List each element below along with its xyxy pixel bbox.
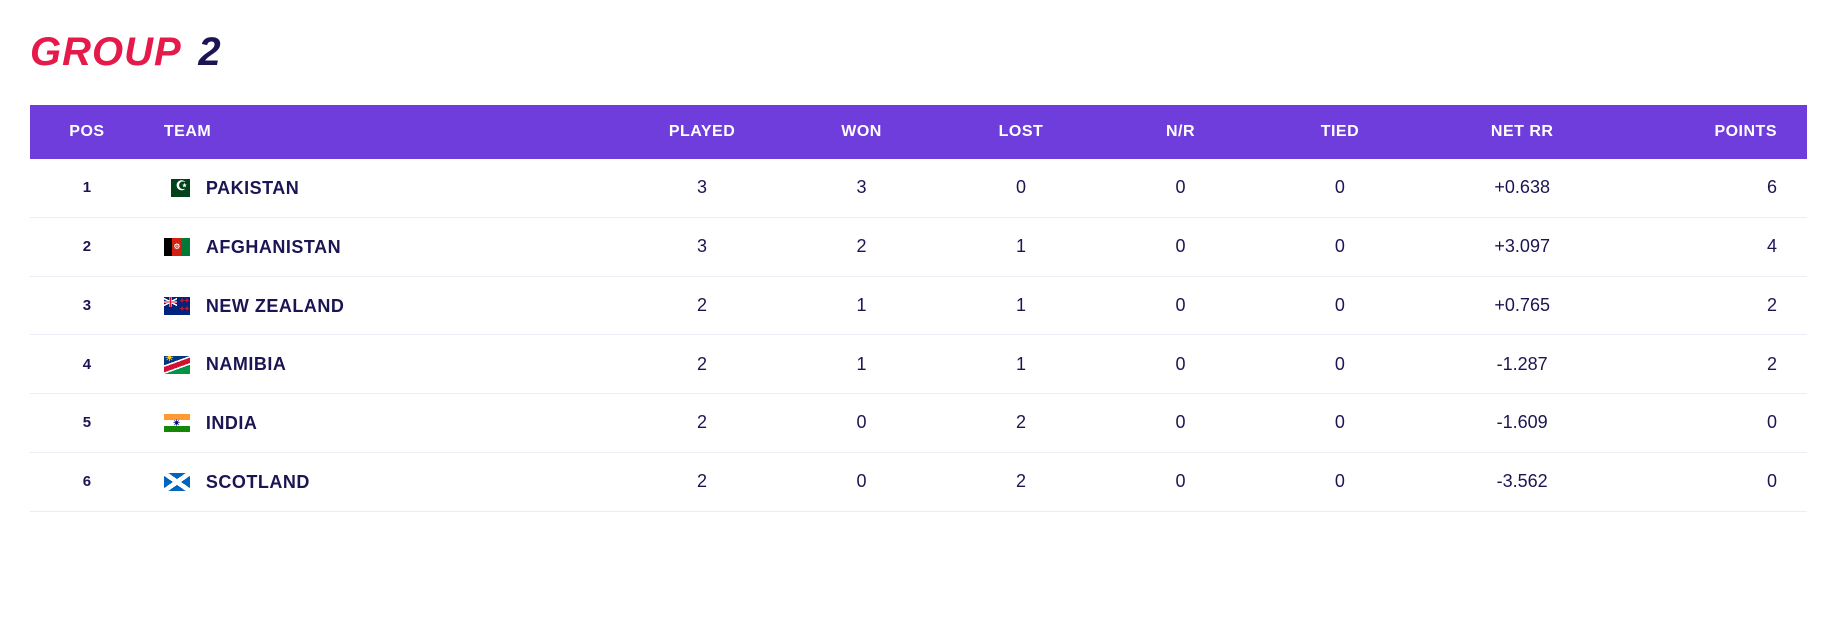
flag-icon [164,356,190,374]
cell-won: 0 [782,452,941,511]
cell-lost: 2 [941,394,1100,453]
table-row: 5INDIA20200-1.6090 [30,394,1807,453]
flag-icon [164,297,190,315]
col-header-lost: LOST [941,105,1100,159]
col-header-tied: TIED [1260,105,1419,159]
cell-tied: 0 [1260,217,1419,276]
col-header-netrr: NET RR [1420,105,1625,159]
flag-icon [164,414,190,432]
cell-won: 3 [782,159,941,217]
table-row: 3NEW ZEALAND21100+0.7652 [30,276,1807,335]
table-row: 1PAKISTAN33000+0.6386 [30,159,1807,217]
col-header-pos: POS [30,105,144,159]
cell-team: AFGHANISTAN [144,217,622,276]
cell-pos: 3 [30,276,144,335]
team-name: SCOTLAND [206,472,310,492]
cell-team: NAMIBIA [144,335,622,394]
cell-team: SCOTLAND [144,452,622,511]
group-title: GROUP 2 [30,30,1807,75]
cell-pos: 6 [30,452,144,511]
team-name: NEW ZEALAND [206,295,345,315]
cell-nr: 0 [1101,452,1260,511]
cell-nr: 0 [1101,394,1260,453]
cell-team: INDIA [144,394,622,453]
cell-points: 6 [1625,159,1807,217]
cell-netrr: -1.287 [1420,335,1625,394]
cell-tied: 0 [1260,276,1419,335]
cell-netrr: -1.609 [1420,394,1625,453]
cell-lost: 1 [941,217,1100,276]
col-header-played: PLAYED [622,105,781,159]
cell-tied: 0 [1260,452,1419,511]
cell-played: 2 [622,276,781,335]
flag-icon [164,179,190,197]
group-title-word2: 2 [198,30,221,74]
table-row: 4NAMIBIA21100-1.2872 [30,335,1807,394]
standings-table: POS TEAM PLAYED WON LOST N/R TIED NET RR… [30,105,1807,512]
cell-won: 1 [782,276,941,335]
cell-lost: 1 [941,276,1100,335]
team-name: NAMIBIA [206,354,287,374]
cell-lost: 2 [941,452,1100,511]
table-row: 6SCOTLAND20200-3.5620 [30,452,1807,511]
col-header-won: WON [782,105,941,159]
cell-nr: 0 [1101,159,1260,217]
cell-tied: 0 [1260,335,1419,394]
col-header-points: POINTS [1625,105,1807,159]
flag-icon [164,473,190,491]
cell-tied: 0 [1260,159,1419,217]
cell-nr: 0 [1101,335,1260,394]
table-row: 2AFGHANISTAN32100+3.0974 [30,217,1807,276]
team-name: PAKISTAN [206,178,299,198]
cell-points: 0 [1625,452,1807,511]
cell-points: 4 [1625,217,1807,276]
table-header-row: POS TEAM PLAYED WON LOST N/R TIED NET RR… [30,105,1807,159]
cell-netrr: +0.638 [1420,159,1625,217]
cell-nr: 0 [1101,276,1260,335]
cell-pos: 4 [30,335,144,394]
cell-played: 2 [622,394,781,453]
cell-played: 2 [622,452,781,511]
col-header-team: TEAM [144,105,622,159]
cell-netrr: +0.765 [1420,276,1625,335]
cell-pos: 5 [30,394,144,453]
cell-lost: 0 [941,159,1100,217]
cell-team: NEW ZEALAND [144,276,622,335]
team-name: AFGHANISTAN [206,237,341,257]
cell-team: PAKISTAN [144,159,622,217]
cell-played: 3 [622,159,781,217]
cell-won: 0 [782,394,941,453]
cell-nr: 0 [1101,217,1260,276]
cell-lost: 1 [941,335,1100,394]
team-name: INDIA [206,413,258,433]
cell-points: 2 [1625,335,1807,394]
col-header-nr: N/R [1101,105,1260,159]
cell-pos: 2 [30,217,144,276]
cell-played: 2 [622,335,781,394]
flag-icon [164,238,190,256]
group-title-word1: GROUP [30,30,180,74]
cell-netrr: -3.562 [1420,452,1625,511]
cell-pos: 1 [30,159,144,217]
cell-points: 0 [1625,394,1807,453]
cell-played: 3 [622,217,781,276]
cell-points: 2 [1625,276,1807,335]
cell-netrr: +3.097 [1420,217,1625,276]
cell-tied: 0 [1260,394,1419,453]
cell-won: 2 [782,217,941,276]
cell-won: 1 [782,335,941,394]
